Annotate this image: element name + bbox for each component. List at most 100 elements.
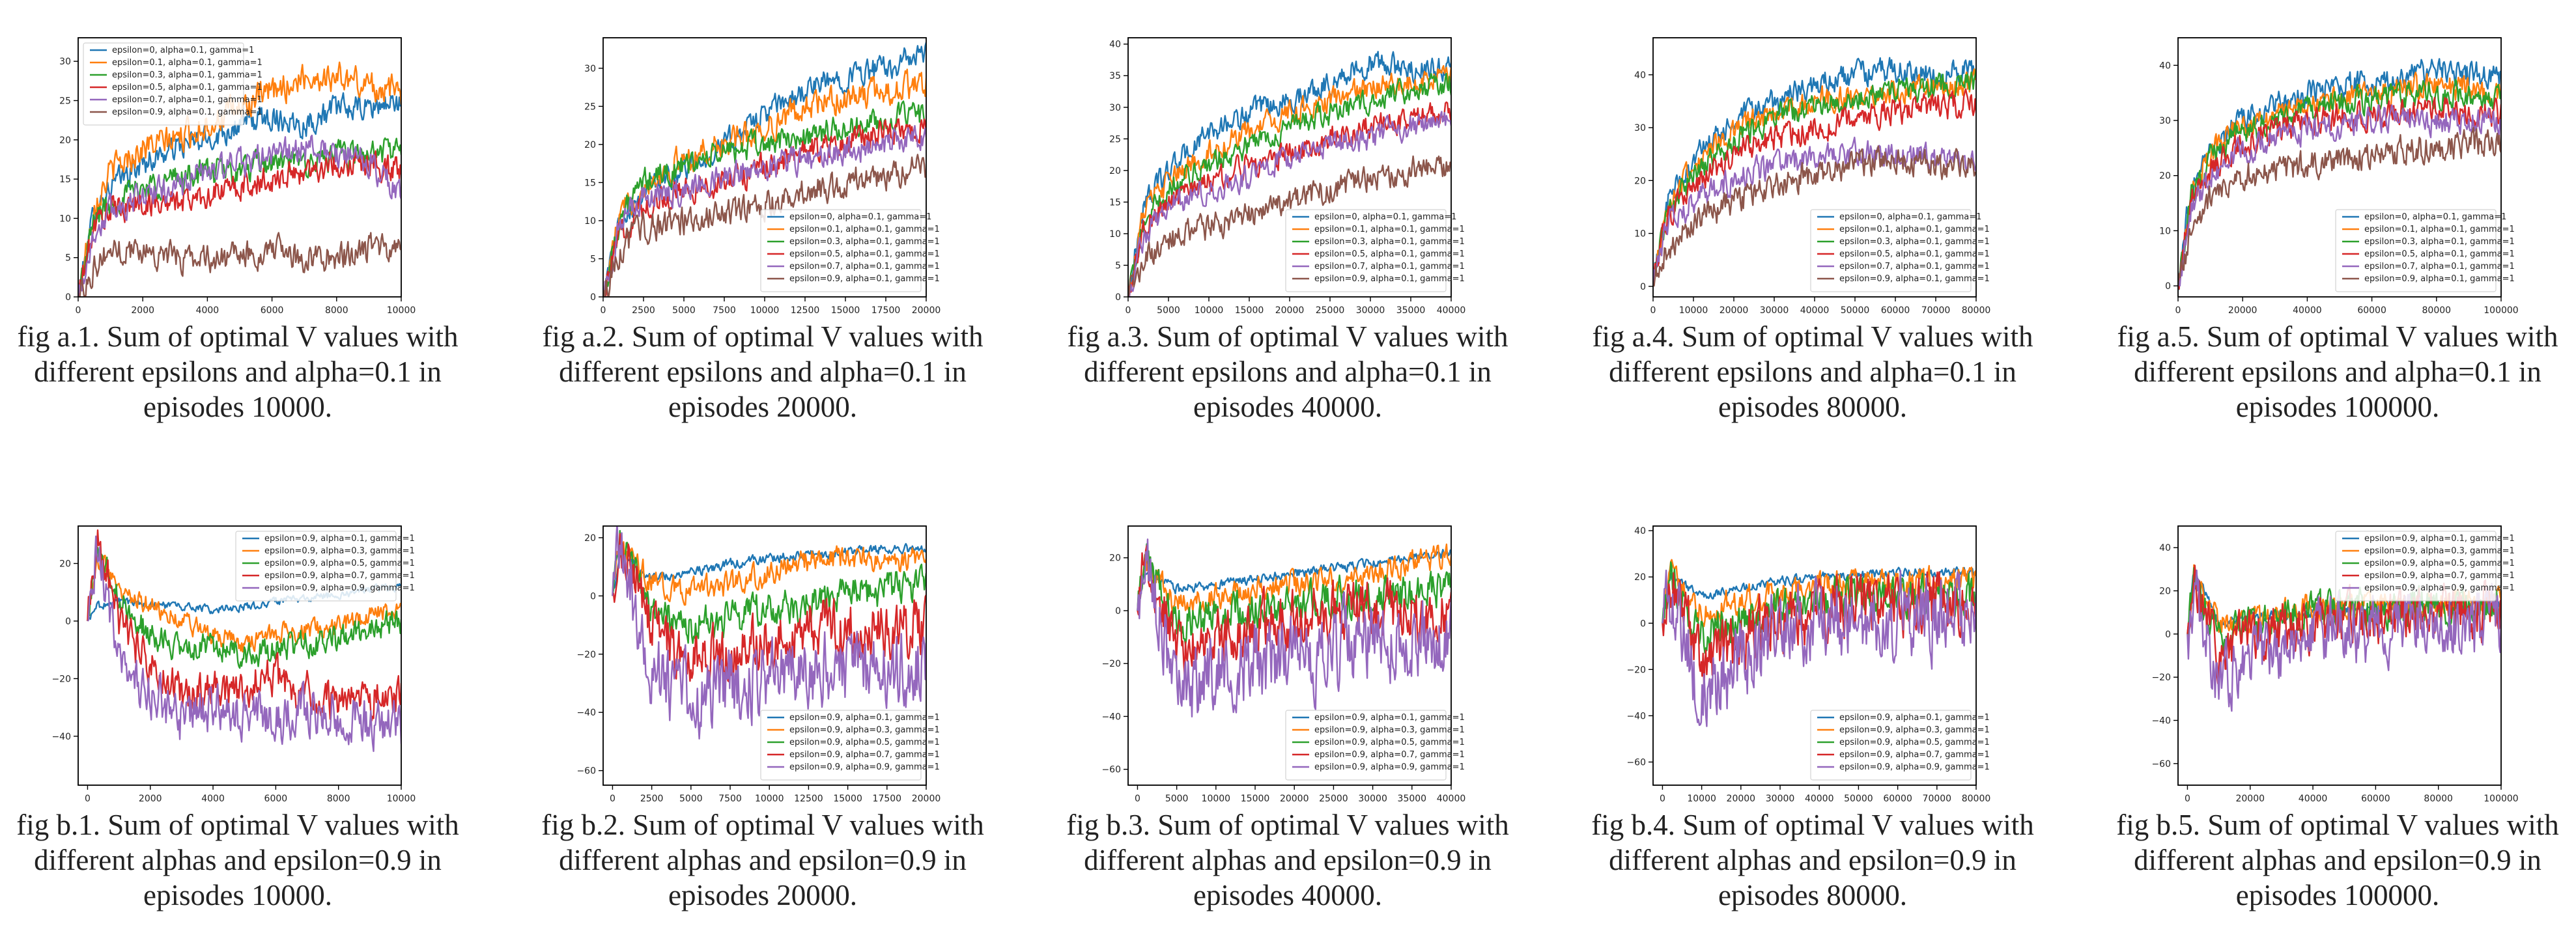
legend-entry: epsilon=0.9, alpha=0.3, gamma=1 [2364,546,2515,556]
legend-entry: epsilon=0, alpha=0.1, gamma=1 [112,46,254,55]
series-line [1662,569,1976,727]
y-tick-label: 40 [2159,543,2171,553]
chart-panel: 0 20000 40000 60000 80000 100000 0 10 20 30 40 epsi… [2100,0,2576,443]
y-tick-label: −20 [51,674,71,684]
x-tick-label: 25000 [1316,305,1345,316]
legend-entry: epsilon=0, alpha=0.1, gamma=1 [1314,212,1456,222]
x-tick-label: 2500 [640,794,664,804]
legend-entry: epsilon=0.9, alpha=0.1, gamma=1 [264,534,415,544]
figure-caption: fig b.3. Sum of optimal V values with di… [1066,809,1509,911]
x-tick-label: 17500 [871,305,901,316]
y-tick-label: −40 [1101,712,1121,722]
plot-frame [2177,525,2502,786]
figure-caption: fig b.2. Sum of optimal V values with di… [541,809,984,911]
legend-entry: epsilon=0.9, alpha=0.1, gamma=1 [2364,534,2515,544]
x-tick-label: 2000 [139,794,162,804]
chart-panel: 0 2000 4000 6000 8000 10000 0 5 10 15 20 25 30 epsilo… [0,0,515,443]
series-line [612,542,926,596]
y-tick-label: 15 [584,178,596,188]
legend-entry: epsilon=0.9, alpha=0.7, gamma=1 [2364,571,2515,581]
legend-entry: epsilon=0.9, alpha=0.7, gamma=1 [1839,750,1990,760]
line-chart: 0 5000 10000 15000 20000 25000 30000 35000 40000… [1101,525,1465,804]
x-tick-label: 12500 [791,305,820,316]
y-tick-label: −20 [1101,659,1121,669]
legend-entry: epsilon=0.9, alpha=0.3, gamma=1 [789,725,940,735]
legend: epsilon=0.9, alpha=0.1, gamma=1 epsilon=0… [2335,531,2515,602]
chart-panel: 0 20000 40000 60000 80000 100000 −60 −40 −20 0 20 4… [2100,488,2576,931]
series-line [603,124,926,297]
legend-entry: epsilon=0.9, alpha=0.5, gamma=1 [2364,559,2515,568]
series-line [603,118,926,297]
legend-entry: epsilon=0.9, alpha=0.1, gamma=1 [789,713,940,723]
legend-entry: epsilon=0.9, alpha=0.1, gamma=1 [1314,713,1465,723]
y-tick-label: 15 [59,174,71,185]
legend-entry: epsilon=0.3, alpha=0.1, gamma=1 [2364,237,2515,247]
figure-caption: fig a.3. Sum of optimal V values with di… [1067,320,1508,423]
legend-entry: epsilon=0.9, alpha=0.5, gamma=1 [789,738,940,747]
x-tick-label: 7500 [713,305,736,316]
y-tick-label: 30 [1634,123,1646,133]
x-tick-label: 100000 [2484,305,2518,316]
legend-entry: epsilon=0.9, alpha=0.9, gamma=1 [2364,583,2515,593]
y-tick-label: 0 [65,292,71,303]
series-line [2187,569,2501,712]
legend-entry: epsilon=0.9, alpha=0.9, gamma=1 [264,583,415,593]
x-tick-label: 70000 [1921,305,1951,316]
x-tick-label: 10000 [755,794,784,804]
x-tick-label: 0 [76,305,81,316]
x-tick-label: 6000 [264,794,288,804]
series-line [1653,68,1976,286]
figure-caption: fig a.5. Sum of optimal V values with di… [2117,320,2558,423]
line-chart: 0 2000 4000 6000 8000 10000 0 5 10 15 20 25 30 epsilo… [59,37,416,316]
y-tick-label: 20 [584,140,596,150]
line-chart: 0 20000 40000 60000 80000 100000 0 10 20 30 40 epsi… [2159,37,2519,316]
series-line [1128,72,1451,297]
legend-entry: epsilon=0.9, alpha=0.1, gamma=1 [789,274,940,284]
x-tick-label: 0 [1660,794,1665,804]
x-tick-label: 0 [1650,305,1656,316]
series-line [1128,155,1451,297]
x-tick-label: 35000 [1396,305,1426,316]
legend-entry: epsilon=0.7, alpha=0.1, gamma=1 [2364,262,2515,271]
figure-caption: fig a.4. Sum of optimal V values with di… [1592,320,2033,423]
legend-entry: epsilon=0.3, alpha=0.1, gamma=1 [1314,237,1465,247]
chart-panel: 0 2000 4000 6000 8000 10000 −40 −20 0 20 epsilon=0… [0,488,515,931]
x-tick-label: 60000 [2361,794,2390,804]
series-line [612,533,926,687]
y-tick-label: 5 [65,253,71,264]
y-tick-label: 15 [1109,197,1121,208]
x-tick-label: 20000 [2235,794,2265,804]
x-tick-label: 10000 [387,794,416,804]
series-group [2178,58,2501,290]
x-tick-label: 60000 [2357,305,2386,316]
y-tick-label: 0 [1115,292,1121,303]
x-tick-label: 20000 [2228,305,2258,316]
x-tick-label: 50000 [1844,794,1873,804]
series-line [1653,88,1976,286]
series-line [1653,68,1976,287]
chart-panel: 0 2500 5000 7500 10000 12500 15000 17500 20000 0 5… [525,0,1040,443]
x-tick-label: 30000 [1358,794,1387,804]
x-tick-label: 80000 [2422,305,2452,316]
line-chart: 0 20000 40000 60000 80000 100000 −60 −40 −20 0 20 4… [2151,525,2519,804]
legend-entry: epsilon=0, alpha=0.1, gamma=1 [2364,212,2506,222]
legend-entry: epsilon=0.3, alpha=0.1, gamma=1 [1839,237,1990,247]
series-line [2178,78,2501,286]
series-group [1137,538,1451,717]
y-tick-label: 10 [1109,229,1121,240]
x-tick-label: 2500 [632,305,655,316]
legend-entry: epsilon=0.1, alpha=0.1, gamma=1 [1314,225,1465,234]
series-line [87,547,401,669]
x-tick-label: 40000 [1800,305,1830,316]
legend-entry: epsilon=0.9, alpha=0.1, gamma=1 [1314,274,1465,284]
x-tick-label: 0 [2175,305,2181,316]
x-tick-label: 7500 [718,794,742,804]
legend-entry: epsilon=0.9, alpha=0.9, gamma=1 [1314,762,1465,772]
legend-entry: epsilon=0.9, alpha=0.5, gamma=1 [1839,738,1990,747]
figure-caption: fig b.1. Sum of optimal V values with di… [16,809,459,911]
series-group [78,61,401,297]
y-tick-label: −40 [2151,716,2171,727]
legend-entry: epsilon=0.9, alpha=0.9, gamma=1 [1839,762,1990,772]
series-line [87,554,401,653]
series-line [78,232,401,297]
